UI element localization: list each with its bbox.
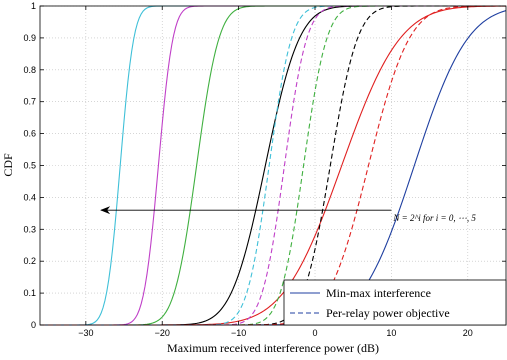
x-tick-label: −30 [78, 328, 93, 338]
y-tick-label: 0.2 [23, 256, 36, 266]
x-tick-label: 10 [386, 328, 396, 338]
y-tick-label: 0.7 [23, 97, 36, 107]
series-line-dashed-n2 [40, 5, 506, 326]
legend-label-min-max: Min-max interference [326, 286, 431, 300]
tick-labels: −30 −20 −10 0 10 20 0 0.1 0.2 0.3 0.4 0.5 0.6 0.7 0.8 0… [23, 1, 472, 338]
x-tick-label: −20 [155, 328, 170, 338]
annotation: N = 2^i for i = 0, ⋯, 5 [100, 206, 476, 223]
legend-label-per-relay: Per-relay power objective [326, 306, 450, 320]
x-tick-label: −10 [231, 328, 246, 338]
annotation-text: N = 2^i for i = 0, ⋯, 5 [392, 213, 476, 223]
y-tick-label: 0.1 [23, 288, 36, 298]
legend: Min-max interference Per-relay power obj… [283, 279, 507, 326]
y-axis-label: CDF [1, 153, 15, 177]
y-tick-label: 0.8 [23, 65, 36, 75]
y-tick-label: 0.3 [23, 224, 36, 234]
y-tick-label: 0.9 [23, 33, 36, 43]
x-tick-label: 0 [313, 328, 318, 338]
y-tick-label: 0.5 [23, 161, 36, 171]
plot-area [40, 6, 506, 325]
legend-box [283, 279, 507, 326]
y-tick-label: 0.4 [23, 192, 36, 202]
y-tick-label: 0 [31, 320, 36, 330]
x-tick-label: 20 [463, 328, 473, 338]
grid-lines [40, 5, 506, 326]
y-tick-label: 0.6 [23, 129, 36, 139]
y-tick-label: 1 [31, 1, 36, 11]
x-axis-label: Maximum received interference power (dB) [167, 341, 379, 355]
